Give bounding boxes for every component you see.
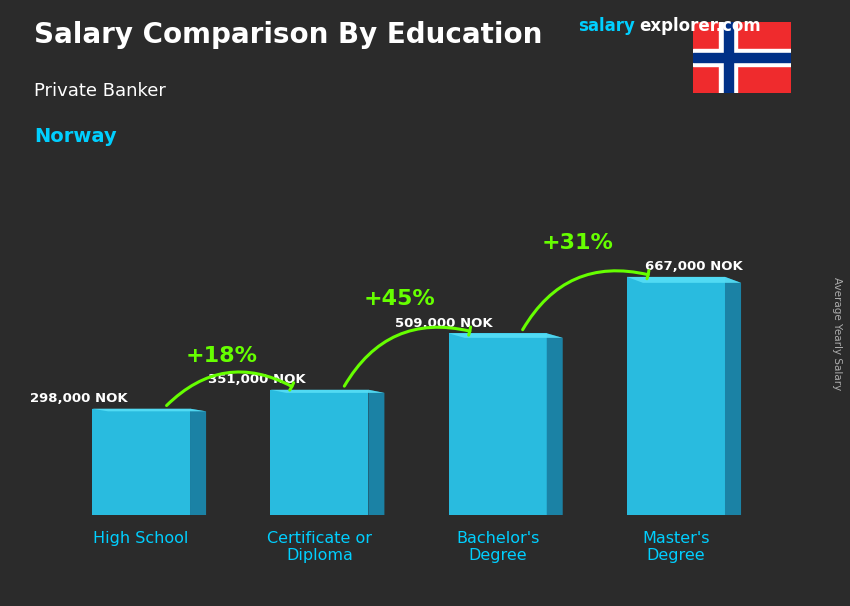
Polygon shape (725, 277, 741, 515)
Polygon shape (92, 408, 206, 411)
Text: 351,000 NOK: 351,000 NOK (208, 373, 306, 386)
Text: 667,000 NOK: 667,000 NOK (645, 261, 743, 273)
Text: explorer.com: explorer.com (639, 17, 761, 35)
Polygon shape (190, 408, 206, 515)
Text: Salary Comparison By Education: Salary Comparison By Education (34, 21, 542, 49)
Text: Norway: Norway (34, 127, 116, 146)
Text: 509,000 NOK: 509,000 NOK (395, 317, 493, 330)
Bar (719, 22, 737, 93)
Text: Average Yearly Salary: Average Yearly Salary (832, 277, 842, 390)
Bar (693, 48, 791, 67)
Polygon shape (92, 408, 190, 515)
Text: salary: salary (578, 17, 635, 35)
Text: +31%: +31% (542, 233, 614, 253)
Polygon shape (627, 277, 725, 515)
Bar (724, 22, 733, 93)
Text: +45%: +45% (364, 290, 435, 310)
Text: Private Banker: Private Banker (34, 82, 166, 100)
Polygon shape (270, 390, 368, 515)
Polygon shape (449, 333, 563, 338)
Polygon shape (627, 277, 741, 283)
Polygon shape (547, 333, 563, 515)
Polygon shape (270, 390, 384, 393)
Polygon shape (449, 333, 547, 515)
Text: 298,000 NOK: 298,000 NOK (30, 392, 127, 405)
Bar (693, 53, 791, 62)
Polygon shape (368, 390, 384, 515)
Text: +18%: +18% (185, 346, 258, 366)
